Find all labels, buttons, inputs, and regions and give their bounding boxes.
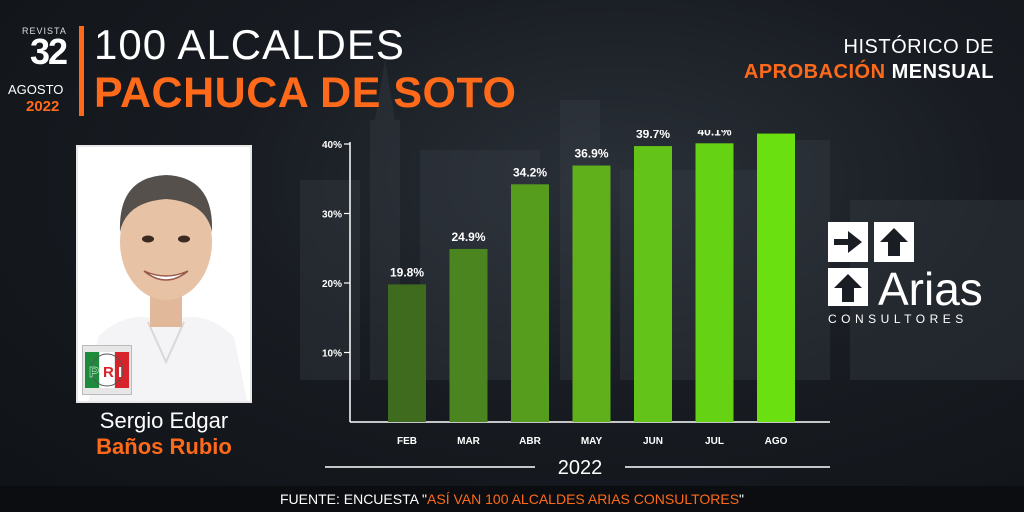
bar-ago (757, 133, 795, 422)
candidate-last-name: Baños Rubio (96, 434, 232, 459)
data-label: 40.1% (697, 130, 731, 138)
bar-jul (695, 143, 734, 422)
x-tick-label: FEB (397, 436, 417, 447)
y-tick-label: 10% (322, 349, 342, 360)
data-label: 34.2% (513, 165, 547, 179)
mensual-word: MENSUAL (891, 61, 994, 83)
arias-consultores-logo: Arias CONSULTORES (828, 222, 1000, 328)
approval-bar-chart: 10% 20% 30% 40% 19.8% FEB 24.9% MAR 34.2% ABR 36.9… (322, 130, 830, 475)
revista-month: AGOSTO (8, 82, 64, 97)
x-tick-label: AGO (765, 436, 788, 447)
y-tick-label: 30% (322, 210, 342, 221)
revista-number: 32 (30, 31, 68, 72)
bar-may (572, 165, 611, 423)
x-tick-label: JUN (643, 436, 663, 447)
aprobacion-word: APROBACIÓN (743, 61, 886, 83)
candidate-photo: P R I (76, 145, 252, 403)
x-tick-label: ABR (519, 436, 541, 447)
historico-title: HISTÓRICO DE (843, 36, 994, 58)
title-line-1: 100 ALCALDES (94, 21, 405, 68)
data-label: 36.9% (574, 147, 608, 161)
footer-source: ASÍ VAN 100 ALCALDES ARIAS CONSULTORES (427, 491, 740, 507)
data-label: 24.9% (451, 230, 485, 244)
arias-logo-mark (828, 222, 914, 306)
x-tick-label: MAR (457, 436, 481, 447)
data-label: 41.5% (746, 130, 806, 131)
data-label: 39.7% (636, 130, 670, 141)
footer-suffix: " (739, 491, 745, 507)
arias-brand: Arias (878, 263, 983, 315)
aprobacion-title: APROBACIÓN MENSUAL (744, 61, 994, 84)
x-tick-label: JUL (705, 436, 724, 447)
bar-jun (634, 146, 672, 422)
bar-abr (511, 184, 549, 422)
title-line-2: PACHUCA DE SOTO (94, 69, 517, 117)
x-axis-title: 2022 (558, 457, 603, 475)
arias-subtitle: CONSULTORES (828, 312, 968, 326)
svg-text:I: I (118, 364, 122, 381)
bar-feb (388, 284, 426, 422)
y-tick-label: 40% (322, 140, 342, 151)
revista-label: REVISTA (22, 26, 67, 36)
bar-mar (449, 248, 488, 422)
footer-prefix: FUENTE: ENCUESTA " (279, 491, 428, 507)
svg-text:P: P (89, 364, 99, 381)
candidate-first-name: Sergio Edgar (99, 408, 229, 433)
x-tick-label: MAY (581, 436, 603, 447)
svg-text:R: R (103, 364, 114, 381)
pri-party-logo: P R I (82, 345, 132, 395)
revista-year: 2022 (26, 98, 60, 115)
orange-divider (79, 26, 84, 116)
source-footer: FUENTE: ENCUESTA "ASÍ VAN 100 ALCALDES A… (0, 486, 1024, 512)
data-label: 19.8% (390, 265, 424, 279)
y-tick-label: 20% (322, 279, 342, 290)
revista-badge: REVISTA 32 AGOSTO 2022 (8, 26, 76, 118)
